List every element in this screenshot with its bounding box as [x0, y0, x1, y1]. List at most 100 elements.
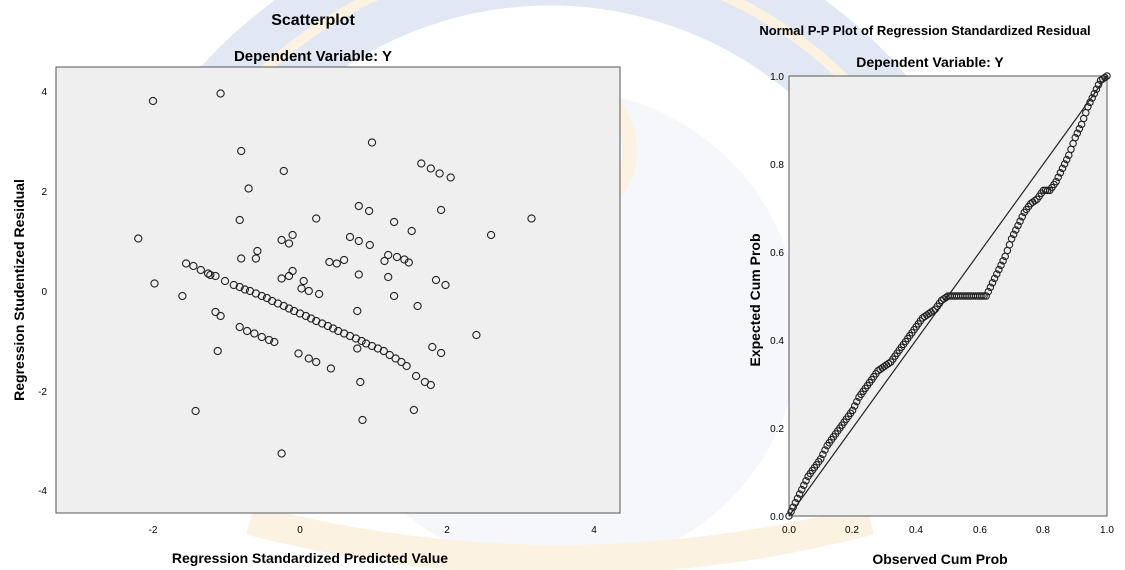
scatter-point — [354, 201, 363, 211]
scatter-point — [358, 415, 367, 425]
scatter-point — [294, 349, 303, 358]
scatter-point — [216, 89, 225, 98]
scatter-point — [301, 311, 311, 321]
pp-point — [982, 292, 990, 300]
scatter-plot-area — [55, 66, 621, 514]
pp-point — [848, 406, 857, 415]
pp-point — [1041, 186, 1050, 195]
scatter-ticks: -2 0 2 4 4 2 0 -2 -4 — [38, 87, 597, 536]
scatter-point — [134, 234, 143, 243]
scatter-point — [472, 330, 481, 340]
pp-point — [988, 279, 997, 287]
scatter-point — [441, 280, 450, 290]
scatter-point — [279, 166, 288, 176]
scatter-point — [527, 214, 536, 223]
pp-point — [978, 292, 986, 300]
scatter-point — [325, 257, 334, 267]
pp-point — [884, 359, 893, 368]
pp-point — [1056, 169, 1065, 177]
scatter-point — [364, 206, 374, 216]
scatter-point — [397, 357, 406, 367]
scatter-point — [277, 274, 286, 283]
pp-ytick: 0.6 — [770, 248, 784, 259]
pp-point — [1073, 129, 1082, 137]
pp-point — [1060, 160, 1069, 168]
scatter-point — [189, 261, 198, 271]
scatter-point — [446, 173, 455, 182]
scatter-point — [353, 344, 362, 353]
scatter-point — [417, 159, 426, 168]
scatter-point — [253, 246, 262, 256]
scatter-ytick: 0 — [41, 287, 47, 298]
scatter-point — [213, 346, 222, 356]
scatter-point — [354, 270, 363, 279]
scatterplot-chart: Scatterplot Dependent Variable: Y -2 0 2… — [11, 12, 621, 566]
scatter-point — [354, 236, 363, 246]
scatter-point — [148, 96, 158, 106]
scatter-point — [211, 271, 220, 281]
scatter-point — [216, 311, 225, 321]
pp-point — [1071, 133, 1079, 142]
pp-subtitle: Dependent Variable: Y — [856, 54, 1004, 70]
pp-point — [995, 265, 1003, 274]
pp-point — [1092, 85, 1101, 93]
pp-point — [817, 455, 825, 463]
scatter-point — [178, 291, 187, 301]
scatter-point — [379, 346, 388, 356]
scatter-point — [385, 350, 394, 360]
pp-point — [1054, 173, 1062, 181]
pp-xtick: 0.8 — [1036, 525, 1050, 536]
pp-point — [1101, 73, 1109, 82]
scatter-point — [242, 326, 252, 336]
pp-plot-chart: Normal P-P Plot of Regression Standardiz… — [747, 23, 1114, 567]
pp-point — [791, 499, 800, 507]
scatter-point — [284, 271, 294, 281]
scatter-ytick: 4 — [41, 87, 47, 98]
pp-point — [821, 446, 829, 454]
scatter-point — [244, 184, 253, 193]
pp-point — [785, 512, 793, 520]
scatter-point — [314, 289, 324, 299]
scatter-point — [431, 275, 441, 285]
scatter-title: Scatterplot — [271, 12, 355, 29]
scatter-point — [326, 364, 336, 373]
scatter-point — [411, 371, 421, 381]
scatter-point — [345, 232, 355, 242]
scatter-point — [235, 215, 244, 225]
scatter-xtick: -2 — [149, 525, 158, 536]
scatter-point — [257, 291, 266, 301]
scatter-point — [486, 230, 496, 240]
pp-point — [853, 397, 861, 406]
pp-point — [1052, 177, 1060, 186]
pp-point — [795, 490, 804, 498]
scatter-point — [380, 256, 389, 266]
pp-point — [1090, 89, 1099, 98]
scatter-point — [357, 336, 366, 346]
pp-point — [980, 292, 988, 300]
scatter-xlabel: Regression Standardized Predicted Value — [172, 550, 448, 566]
scatter-points — [134, 89, 536, 458]
pp-point — [800, 481, 808, 489]
scatter-xtick: 2 — [444, 525, 450, 536]
scatter-point — [237, 146, 246, 156]
scatter-point — [150, 279, 159, 288]
scatter-point — [384, 272, 393, 282]
scatter-point — [436, 348, 446, 358]
pp-point — [1007, 235, 1016, 243]
pp-point — [1103, 72, 1111, 80]
scatter-point — [191, 406, 200, 416]
scatter-point — [426, 380, 435, 390]
scatter-point — [426, 164, 435, 173]
scatter-point — [328, 324, 338, 333]
pp-xtick: 0.6 — [973, 525, 987, 536]
pp-point — [819, 450, 827, 459]
pp-point — [1031, 196, 1039, 205]
scatter-point — [312, 214, 321, 223]
scatter-point — [356, 377, 365, 387]
pp-point — [1075, 125, 1084, 133]
scatter-point — [196, 265, 205, 275]
pp-point — [1014, 221, 1022, 230]
pp-point — [793, 494, 802, 503]
scatter-point — [206, 270, 215, 280]
scatter-point — [211, 307, 220, 317]
